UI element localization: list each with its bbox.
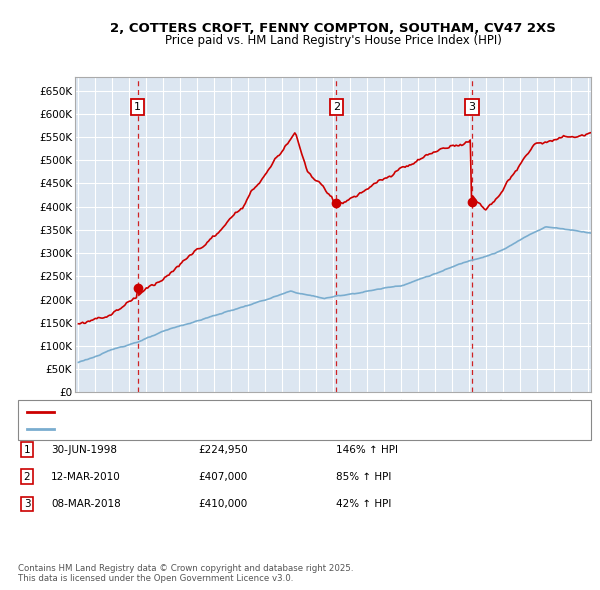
Text: 1: 1: [134, 101, 142, 112]
Text: 2: 2: [23, 472, 31, 481]
Text: 3: 3: [469, 101, 475, 112]
Text: 2: 2: [333, 101, 340, 112]
Text: 85% ↑ HPI: 85% ↑ HPI: [336, 472, 391, 481]
Text: £407,000: £407,000: [198, 472, 247, 481]
Text: 2, COTTERS CROFT, FENNY COMPTON, SOUTHAM, CV47 2XS: 2, COTTERS CROFT, FENNY COMPTON, SOUTHAM…: [110, 22, 556, 35]
Text: HPI: Average price, semi-detached house, Stratford-on-Avon: HPI: Average price, semi-detached house,…: [59, 424, 359, 434]
Text: 1: 1: [23, 445, 31, 454]
Text: 30-JUN-1998: 30-JUN-1998: [51, 445, 117, 454]
Text: Contains HM Land Registry data © Crown copyright and database right 2025.
This d: Contains HM Land Registry data © Crown c…: [18, 563, 353, 583]
Text: 42% ↑ HPI: 42% ↑ HPI: [336, 499, 391, 509]
Text: 08-MAR-2018: 08-MAR-2018: [51, 499, 121, 509]
Text: £224,950: £224,950: [198, 445, 248, 454]
Text: 2, COTTERS CROFT, FENNY COMPTON, SOUTHAM, CV47 2XS (semi-detached house): 2, COTTERS CROFT, FENNY COMPTON, SOUTHAM…: [59, 407, 477, 417]
Text: £410,000: £410,000: [198, 499, 247, 509]
Text: 146% ↑ HPI: 146% ↑ HPI: [336, 445, 398, 454]
Text: 3: 3: [23, 499, 31, 509]
Text: 12-MAR-2010: 12-MAR-2010: [51, 472, 121, 481]
Text: Price paid vs. HM Land Registry's House Price Index (HPI): Price paid vs. HM Land Registry's House …: [164, 34, 502, 47]
